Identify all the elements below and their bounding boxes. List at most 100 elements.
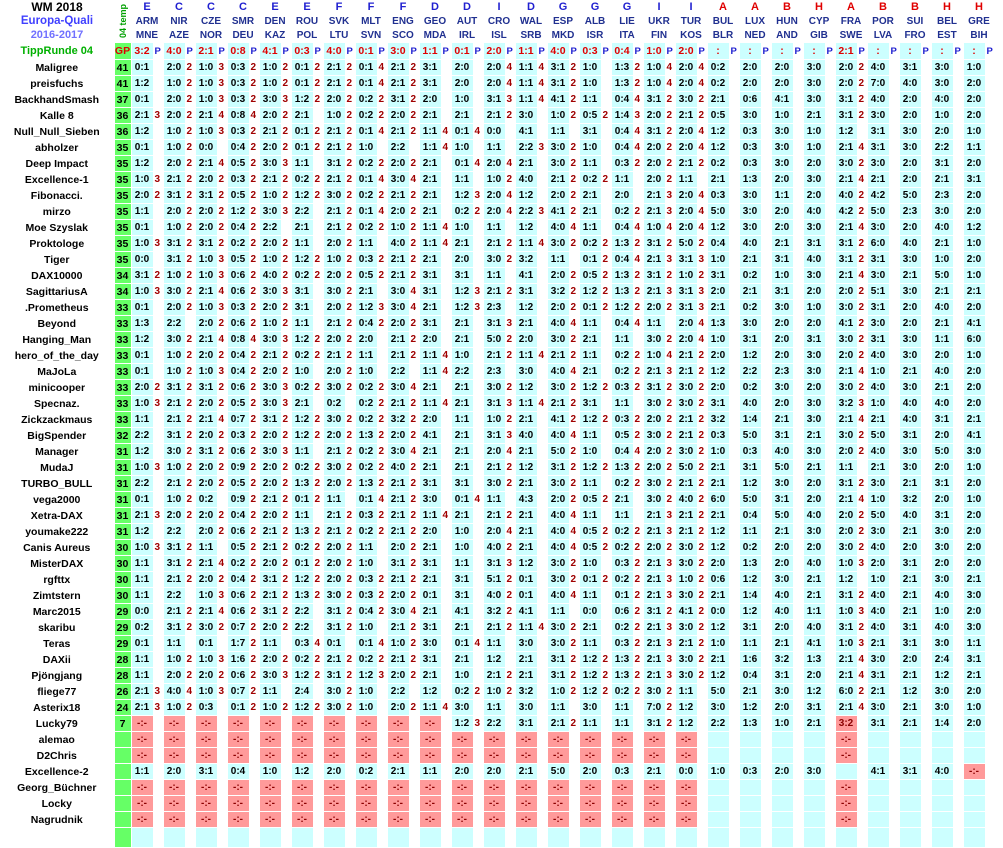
earned-points-cell xyxy=(793,667,803,684)
earned-points-cell: 2 xyxy=(313,459,323,476)
prediction-cell: 1:0 xyxy=(162,347,186,364)
prediction-cell: 2:2 xyxy=(514,139,538,156)
prediction-cell: 1:1 xyxy=(514,395,538,412)
prediction-cell: 1:2 xyxy=(674,715,698,732)
earned-points-cell xyxy=(921,507,931,524)
prediction-cell: 3:1 xyxy=(482,555,506,572)
earned-points-cell: 2 xyxy=(217,667,227,684)
prediction-cell: 1:0 xyxy=(834,603,858,620)
earned-points-cell xyxy=(313,795,323,812)
prediction-cell: 3:0 xyxy=(258,379,282,396)
earned-points-cell xyxy=(249,795,259,812)
away-team: MDA xyxy=(423,29,447,41)
prediction-cell: 0:3 xyxy=(610,155,634,172)
earned-points-cell: 3 xyxy=(697,251,707,268)
earned-points-cell xyxy=(313,363,323,380)
earned-points-cell: 2 xyxy=(633,475,643,492)
match-result: : xyxy=(706,42,730,60)
prediction-cell: 2:1 xyxy=(642,571,666,588)
prediction-cell: 0:2 xyxy=(354,155,378,172)
prediction-cell: 4:0 xyxy=(546,507,570,524)
player-total-points: 31 xyxy=(113,507,132,524)
earned-points-cell: 2 xyxy=(249,667,259,684)
earned-points-cell xyxy=(153,219,163,236)
prediction-cell: 3:0 xyxy=(514,635,538,652)
earned-points-cell: 2 xyxy=(377,571,387,588)
earned-points-cell: 4 xyxy=(505,155,515,172)
earned-points-cell: 2 xyxy=(185,107,195,124)
earned-points-cell xyxy=(505,635,515,652)
missed-prediction-cell: -:- xyxy=(610,731,634,748)
earned-points-cell: 2 xyxy=(313,187,323,204)
prediction-cell: 0:9 xyxy=(226,459,250,476)
earned-points-cell: 2 xyxy=(697,651,707,668)
earned-points-cell xyxy=(825,347,835,364)
earned-points-cell xyxy=(953,235,963,252)
earned-points-cell xyxy=(889,603,899,620)
earned-points-cell xyxy=(537,251,547,268)
earned-points-cell: 2 xyxy=(409,187,419,204)
points-column-label: P xyxy=(185,42,195,60)
prediction-cell: 2:1 xyxy=(322,315,346,332)
earned-points-cell xyxy=(793,171,803,188)
earned-points-cell xyxy=(761,475,771,492)
prediction-cell: 3:1 xyxy=(930,155,954,172)
earned-points-cell xyxy=(441,715,451,732)
prediction-cell: 2:2 xyxy=(162,523,186,540)
earned-points-cell xyxy=(857,715,867,732)
earned-points-cell xyxy=(665,315,675,332)
prediction-cell: 3:0 xyxy=(834,331,858,348)
prediction-cell: 2:0 xyxy=(130,379,154,396)
earned-points-cell: 3 xyxy=(217,91,227,108)
prediction-cell: 4:0 xyxy=(930,587,954,604)
prediction-cell: 1:4 xyxy=(930,715,954,732)
prediction-cell: 3:1 xyxy=(258,411,282,428)
prediction-cell: 1:0 xyxy=(642,75,666,92)
prediction-cell: 2:1 xyxy=(418,379,442,396)
earned-points-cell xyxy=(921,475,931,492)
earned-points-cell: 2 xyxy=(313,475,323,492)
prediction-cell: 2:0 xyxy=(674,315,698,332)
prediction-cell: 3:1 xyxy=(418,59,442,76)
prediction-cell: 2:1 xyxy=(482,619,506,636)
earned-points-cell xyxy=(793,651,803,668)
earned-points-cell: 2 xyxy=(569,651,579,668)
prediction-cell: 3:1 xyxy=(898,59,922,76)
earned-points-cell xyxy=(985,395,995,412)
prediction-cell: 3:0 xyxy=(482,379,506,396)
earned-points-cell xyxy=(825,619,835,636)
earned-points-cell xyxy=(537,523,547,540)
player-name: Georg_Büchner xyxy=(17,781,97,794)
prediction-cell: 1:1 xyxy=(258,683,282,700)
prediction-cell: 2:0 xyxy=(162,299,186,316)
earned-points-cell xyxy=(153,555,163,572)
prediction-cell: 2:0 xyxy=(258,555,282,572)
prediction-cell: 2:0 xyxy=(802,539,826,556)
earned-points-cell xyxy=(953,555,963,572)
player-row: preisfuchs 41 1:2 1:0 2 1:0 3 0:3 2 1:0 2 0:1 2 2:1 2 0… xyxy=(0,75,995,92)
prediction-cell: 2:0 xyxy=(770,395,794,412)
earned-points-cell: 3 xyxy=(633,107,643,124)
prediction-cell: 0:0 xyxy=(130,251,154,268)
earned-points-cell xyxy=(601,75,611,92)
prediction-cell: 5:0 xyxy=(866,507,890,524)
earned-points-cell xyxy=(985,539,995,556)
earned-points-cell xyxy=(601,699,611,716)
earned-points-cell: 2 xyxy=(185,379,195,396)
missed-prediction-cell: -:- xyxy=(354,779,378,796)
earned-points-cell xyxy=(537,363,547,380)
prediction-cell: 0:3 xyxy=(354,507,378,524)
earned-points-cell xyxy=(825,203,835,220)
prediction-cell: 0:1 xyxy=(450,155,474,172)
prediction-cell: 1:2 xyxy=(130,331,154,348)
earned-points-cell: 4 xyxy=(633,139,643,156)
earned-points-cell xyxy=(441,91,451,108)
earned-points-cell xyxy=(889,731,899,748)
prediction-cell: 2:0 xyxy=(386,539,410,556)
player-row: DAXii 28 1:1 1:0 2 1:0 3 1:6 2 2:0 2 0:2 2 2:1 2 0:2 2 2:… xyxy=(0,651,995,668)
prediction-cell: 2:1 xyxy=(514,507,538,524)
prediction-cell: 2:1 xyxy=(450,315,474,332)
prediction-cell: 2:0 xyxy=(962,523,986,540)
prediction-cell: 3:0 xyxy=(386,171,410,188)
prediction-cell: 1:1 xyxy=(962,139,986,156)
